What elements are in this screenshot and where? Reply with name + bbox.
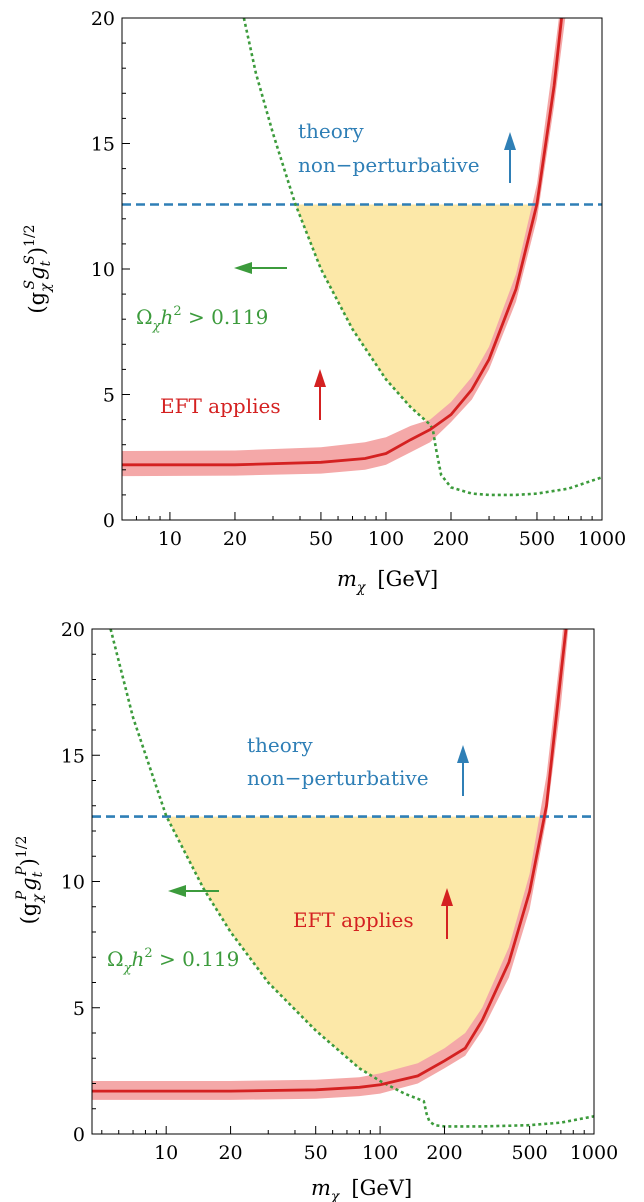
y-tick-label: 0: [103, 510, 115, 532]
x-tick-label: 10: [154, 1142, 178, 1164]
up-arrow-icon: [457, 745, 469, 796]
x-axis-ticks: 10 20 50 100 200 500 1000: [101, 1126, 618, 1164]
y-tick-label: 10: [91, 259, 115, 281]
x-axis-label: mχ [GeV]: [311, 1176, 412, 1202]
y-tick-label: 0: [73, 1124, 85, 1146]
x-tick-label: 500: [519, 528, 555, 550]
allowed-region-fill: [166, 816, 544, 1084]
y-axis-label: (gχPgtP)1/2: [14, 836, 46, 925]
x-tick-label: 100: [362, 1142, 398, 1164]
relic-density-label: Ωχh2 > 0.119: [136, 304, 268, 334]
y-tick-label: 15: [91, 134, 115, 156]
x-tick-label: 500: [511, 1142, 547, 1164]
x-tick-label: 200: [426, 1142, 462, 1164]
eft-limit-curve: [122, 18, 563, 467]
allowed-region-fill: [295, 204, 537, 428]
relic-density-curve: [109, 629, 594, 1128]
left-arrow-icon: [234, 262, 287, 274]
y-axis-label: (gχSgtS)1/2: [22, 224, 54, 313]
chart-panel-scalar: 10 20 50 100 200 500 1000 0 5 10 15 20 theory non−…: [22, 8, 626, 596]
x-tick-label: 20: [218, 1142, 242, 1164]
theory-label-line2: non−perturbative: [298, 153, 480, 177]
y-tick-label: 10: [61, 872, 85, 894]
y-tick-label: 20: [91, 8, 115, 30]
chart-panel-pseudoscalar: 10 20 50 100 200 500 1000 0 5 10 15 20 theory non−…: [14, 619, 618, 1202]
theory-label-line2: non−perturbative: [247, 766, 429, 790]
x-tick-label: 1000: [570, 1142, 618, 1164]
up-arrow-icon: [314, 369, 326, 420]
y-axis-ticks: 0 5 10 15 20: [91, 8, 130, 532]
x-tick-label: 100: [368, 528, 404, 550]
x-tick-label: 10: [158, 528, 182, 550]
x-axis-ticks: 10 20 50 100 200 500 1000: [121, 512, 626, 550]
eft-applies-label: EFT applies: [293, 908, 414, 932]
x-tick-label: 20: [223, 528, 247, 550]
x-axis-label: mχ [GeV]: [337, 567, 438, 596]
y-tick-label: 5: [103, 385, 115, 407]
y-tick-label: 20: [61, 619, 85, 641]
up-arrow-icon: [504, 132, 516, 183]
relic-density-curve: [242, 18, 602, 497]
x-tick-label: 200: [433, 528, 469, 550]
left-arrow-icon: [168, 885, 219, 897]
theory-label-line1: theory: [247, 733, 313, 757]
up-arrow-icon: [441, 888, 453, 939]
y-axis-ticks: 0 5 10 15 20: [61, 619, 100, 1146]
eft-applies-label: EFT applies: [160, 394, 281, 418]
relic-density-label: Ωχh2 > 0.119: [107, 946, 239, 976]
theory-label-line1: theory: [298, 119, 364, 143]
x-tick-label: 50: [309, 528, 333, 550]
eft-limit-curve: [92, 629, 568, 1093]
y-tick-label: 15: [61, 745, 85, 767]
y-tick-label: 5: [73, 998, 85, 1020]
x-tick-label: 50: [304, 1142, 328, 1164]
x-tick-label: 1000: [578, 528, 626, 550]
